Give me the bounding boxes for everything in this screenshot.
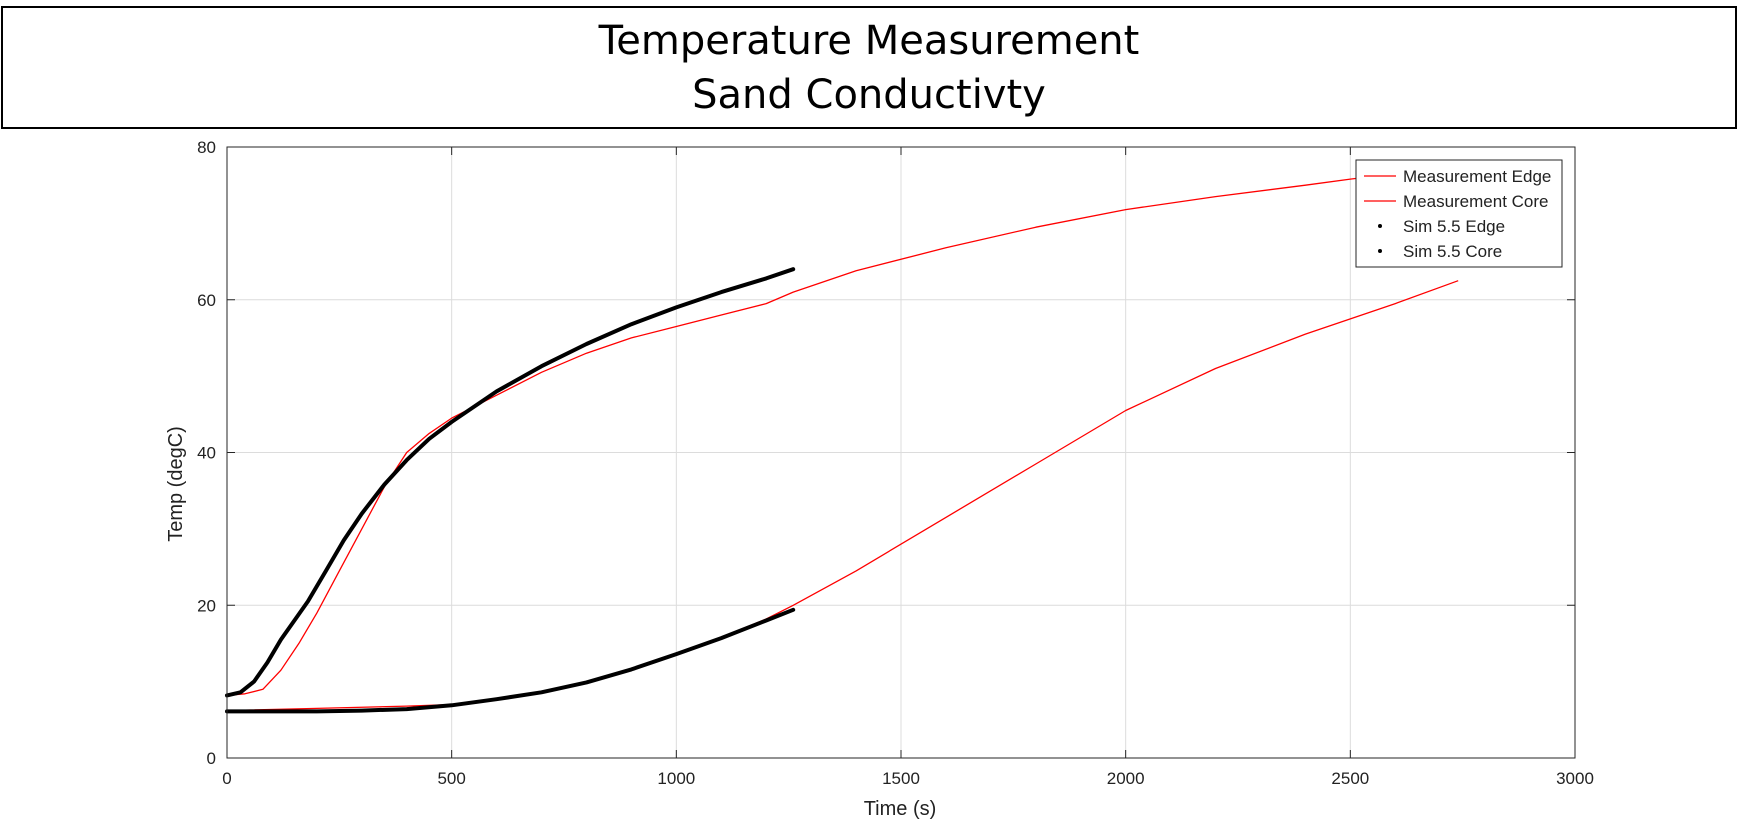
y-tick-label: 60 — [197, 291, 216, 310]
x-tick-label: 500 — [437, 769, 465, 788]
legend-label: Sim 5.5 Edge — [1403, 217, 1505, 236]
grid-layer — [227, 147, 1575, 758]
x-tick-label: 3000 — [1556, 769, 1594, 788]
chart-title-line-2: Sand Conductivty — [692, 71, 1046, 118]
x-tick-label: 0 — [222, 769, 231, 788]
y-tick-label: 0 — [207, 749, 216, 768]
x-axis-label: Time (s) — [864, 798, 937, 820]
legend-label: Measurement Core — [1403, 192, 1549, 211]
legend-swatch-point — [1378, 224, 1382, 228]
series-line-1 — [226, 164, 1459, 697]
legend-swatch-point — [1378, 249, 1382, 253]
chart-title-line-1: Temperature Measurement — [598, 17, 1140, 64]
legend: Measurement Edge Measurement Core Sim 5.5 … — [1355, 159, 1563, 268]
legend-box — [1355, 159, 1563, 268]
legend-label: Measurement Edge — [1403, 167, 1551, 186]
x-tick-label: 1500 — [882, 769, 920, 788]
axes-layer: 0 500 1000 1500 2000 2500 3000 0 20 40 60 80 — [197, 138, 1594, 788]
series-layer — [225, 164, 1459, 714]
legend-label: Sim 5.5 Core — [1403, 242, 1502, 261]
series-points-4 — [225, 607, 796, 714]
y-axis-label: Temp (degC) — [165, 426, 187, 542]
x-tick-label: 2000 — [1107, 769, 1145, 788]
series-points-3 — [225, 267, 796, 698]
y-tick-label: 20 — [197, 596, 216, 615]
y-tick-label: 80 — [197, 138, 216, 157]
y-tick-label: 40 — [197, 444, 216, 463]
chart-title-box: Temperature Measurement Sand Conductivty — [1, 6, 1737, 129]
x-tick-label: 2500 — [1331, 769, 1369, 788]
x-tick-label: 1000 — [657, 769, 695, 788]
